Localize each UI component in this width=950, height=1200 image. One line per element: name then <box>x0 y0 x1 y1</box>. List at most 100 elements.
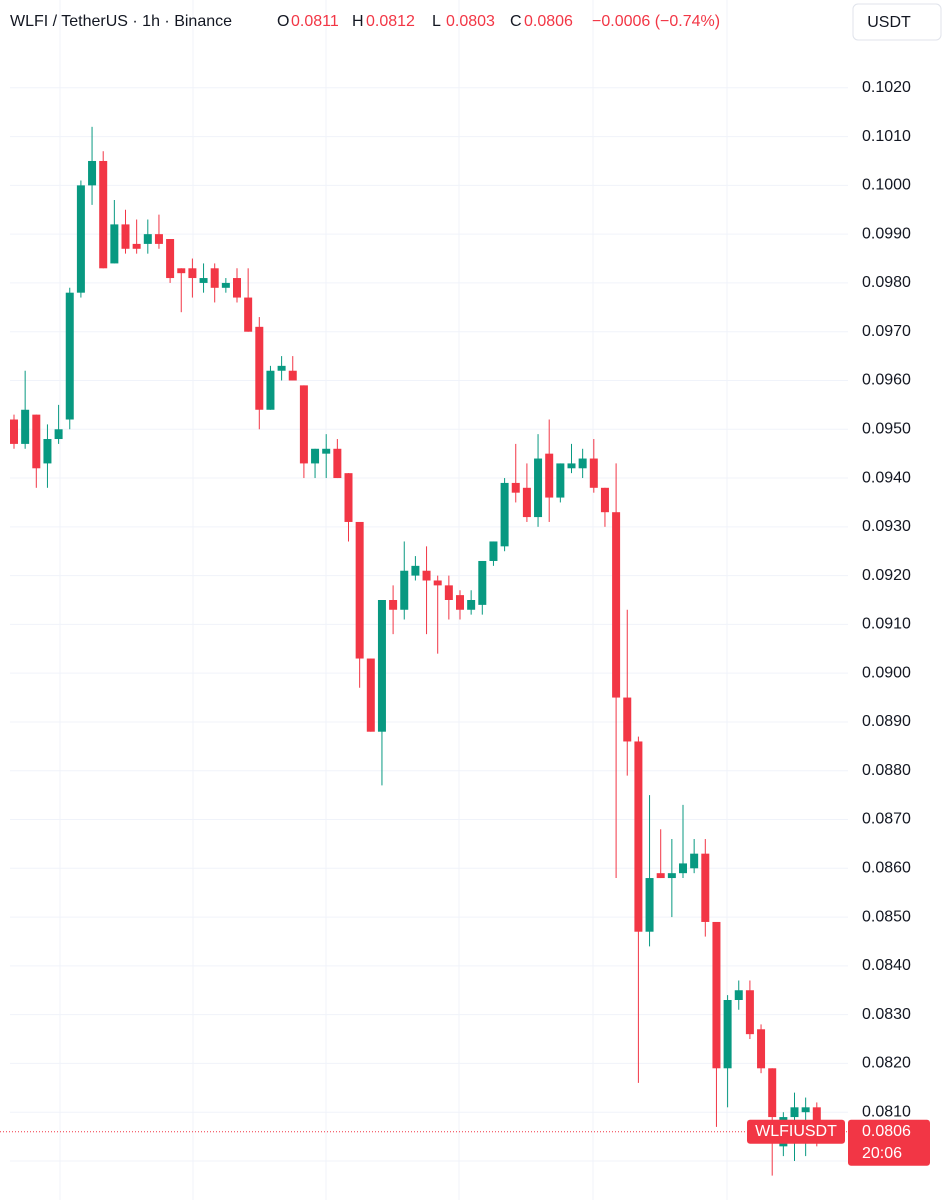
y-tick-label: 0.0940 <box>862 469 911 486</box>
ohlc-value: 0.0812 <box>366 13 415 30</box>
candle-body <box>76 185 85 293</box>
y-tick-label: 0.0880 <box>862 762 911 779</box>
candle-body <box>489 541 498 561</box>
candle-body <box>467 600 476 610</box>
candle-body <box>723 1000 732 1069</box>
candle-body <box>745 990 754 1035</box>
candle-body <box>500 482 509 547</box>
candle-body <box>99 160 108 269</box>
y-tick-label: 0.0830 <box>862 1006 911 1023</box>
candle-body <box>188 268 197 279</box>
candle-body <box>768 1068 777 1118</box>
candle-body <box>233 278 241 298</box>
candle-body <box>21 409 30 444</box>
candle-body <box>110 224 119 264</box>
candle-body <box>244 297 253 332</box>
candle-body <box>177 268 186 274</box>
y-tick-label: 0.0950 <box>862 420 911 437</box>
overlay: 0.1020 0.1010 0.1000 0.0990 0.0980 0.0970 0.09… <box>0 79 930 1169</box>
candle-body <box>277 365 286 371</box>
candle-body <box>656 873 665 879</box>
ohlc-readout: O 0.0811 H 0.0812 L 0.0803 C 0.0806 <box>277 13 573 30</box>
ohlc-key: L <box>432 13 441 30</box>
candle-body <box>143 234 152 244</box>
candle-body <box>210 268 219 288</box>
candle-body <box>166 239 175 279</box>
candle-body <box>88 160 97 186</box>
y-tick-label: 0.0960 <box>862 372 911 389</box>
price-tag-countdown: 20:06 <box>862 1145 902 1162</box>
candle-body <box>478 560 487 605</box>
y-tick-label: 0.0810 <box>862 1103 911 1120</box>
ohlc-key: O <box>277 13 289 30</box>
candle-body <box>567 463 576 469</box>
candle-body <box>667 873 676 879</box>
ohlc-value: 0.0806 <box>524 13 573 30</box>
currency-button-label[interactable]: USDT <box>867 14 911 31</box>
candle-body <box>534 458 543 518</box>
y-tick-label: 0.0840 <box>862 957 911 974</box>
candle-body <box>333 448 342 479</box>
candle-body <box>812 1107 821 1132</box>
change: −0.0006 (−0.74%) <box>592 13 720 30</box>
candle-body <box>757 1029 766 1069</box>
candle-body <box>444 585 453 600</box>
candle-body <box>433 580 442 586</box>
candle-body <box>556 463 565 498</box>
ohlc-value: 0.0811 <box>291 13 339 30</box>
candle-body <box>690 853 699 869</box>
price-tag <box>848 1119 930 1166</box>
grid <box>10 0 848 1200</box>
candle-body <box>32 414 41 469</box>
candle-body <box>54 429 63 440</box>
candle-body <box>366 658 375 732</box>
candle-body <box>43 439 52 464</box>
candle-body <box>10 419 18 444</box>
y-tick-label: 0.0860 <box>862 860 911 877</box>
candle-body <box>623 697 632 742</box>
y-tick-label: 0.0980 <box>862 274 911 291</box>
symbol-tag <box>747 1119 845 1144</box>
candle-body <box>154 234 163 244</box>
y-tick-label: 0.0970 <box>862 323 911 340</box>
candle-body <box>511 482 520 493</box>
candle-body <box>355 521 364 659</box>
price-tag-value: 0.0806 <box>862 1123 911 1140</box>
candle-body <box>790 1107 799 1118</box>
y-tick-label: 0.0850 <box>862 908 911 925</box>
candle-body <box>288 370 297 381</box>
candle-body <box>255 326 264 410</box>
ohlc-key: H <box>352 13 364 30</box>
candle-body <box>377 600 386 732</box>
candle-body <box>344 473 353 522</box>
y-tick-label: 0.0930 <box>862 518 911 535</box>
y-tick-label: 0.1000 <box>862 177 911 194</box>
candle-body <box>221 282 230 288</box>
candle-body <box>589 458 598 488</box>
candle-body <box>199 278 208 283</box>
candle-body <box>411 565 420 576</box>
symbol-tag-label: WLFIUSDT <box>755 1123 837 1140</box>
candle-body <box>400 570 409 610</box>
y-tick-label: 0.0990 <box>862 225 911 242</box>
candle-body <box>456 595 464 610</box>
currency-button[interactable] <box>852 3 942 41</box>
ohlc-value: 0.0803 <box>446 13 495 30</box>
candle-body <box>389 600 398 610</box>
y-tick-label: 0.0920 <box>862 567 911 584</box>
candle-body <box>322 448 331 454</box>
y-tick-label: 0.0890 <box>862 713 911 730</box>
candle-body <box>578 458 587 469</box>
candle-body <box>600 487 609 513</box>
candle-body <box>65 292 74 420</box>
y-tick-label: 0.0910 <box>862 616 911 633</box>
ohlc-key: C <box>510 13 522 30</box>
candle-body <box>121 224 130 249</box>
candle-body <box>422 570 431 581</box>
candle-body <box>634 741 643 932</box>
candle-body <box>734 990 743 1000</box>
candle-body <box>712 921 721 1069</box>
candle-body <box>545 453 554 498</box>
candle-body <box>266 370 275 410</box>
